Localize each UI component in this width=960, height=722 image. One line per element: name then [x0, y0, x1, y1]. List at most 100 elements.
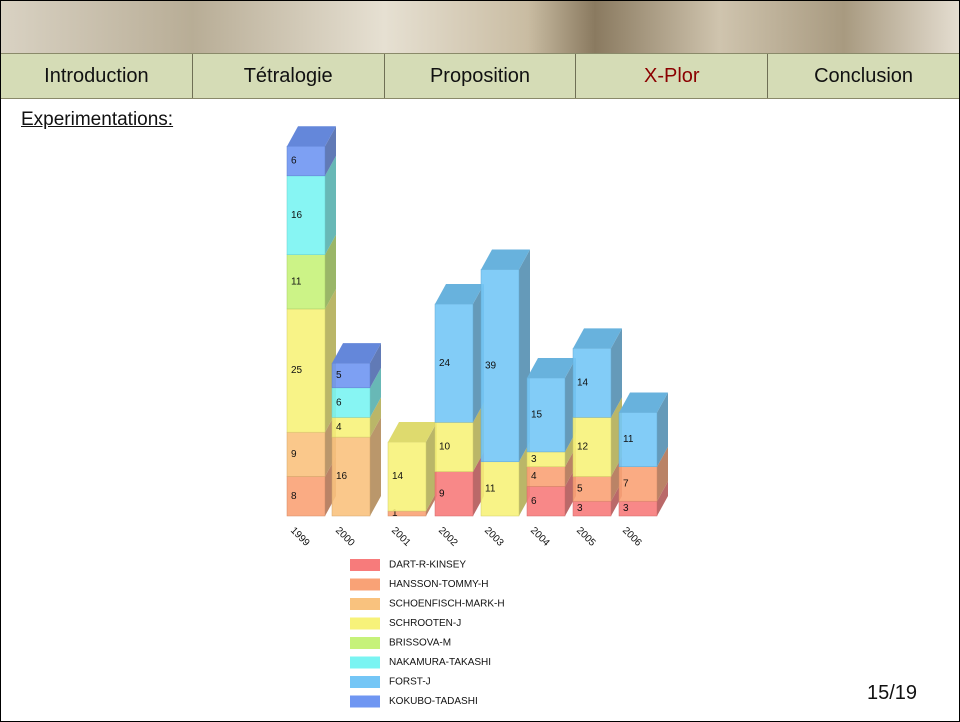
banner-image	[1, 1, 959, 53]
legend-swatch	[350, 559, 380, 571]
bar-segment	[331, 387, 371, 418]
bar-side	[657, 481, 668, 516]
bar-side	[370, 343, 381, 388]
segment-label: 3	[531, 454, 537, 465]
bar-segment	[526, 486, 566, 517]
x-tick-label: 2003	[482, 525, 506, 549]
legend-label: SCHROOTEN-J	[389, 618, 461, 629]
bar-segment	[286, 146, 326, 177]
x-tick-label: 2002	[436, 525, 460, 549]
bar-segment	[480, 269, 520, 463]
legend-label: BRISSOVA-M	[389, 638, 451, 649]
bar-top	[435, 284, 484, 305]
segment-label: 16	[336, 471, 348, 482]
legend-label: DART-R-KINSEY	[389, 560, 466, 571]
segment-label: 6	[531, 496, 537, 507]
bar-side	[657, 446, 668, 502]
bar-side	[370, 397, 381, 438]
bar-segment	[572, 476, 612, 502]
legend-label: FORST-J	[389, 677, 431, 688]
nav-tab[interactable]: X-Plor	[576, 54, 769, 98]
segment-label: 14	[577, 378, 589, 389]
bar-side	[325, 234, 336, 309]
segment-label: 39	[485, 360, 497, 371]
bar-segment	[331, 436, 371, 517]
segment-label: 15	[531, 410, 543, 421]
bar-segment	[618, 466, 658, 502]
x-tick-label: 2004	[528, 525, 552, 549]
segment-label: 3	[623, 503, 629, 514]
bar-segment	[434, 303, 474, 423]
segment-label: 6	[336, 397, 342, 408]
segment-label: 12	[577, 442, 589, 453]
bar-top	[481, 249, 530, 270]
segment-label: 24	[439, 358, 451, 369]
bar-top	[527, 357, 576, 378]
legend-swatch	[350, 676, 380, 688]
bar-side	[325, 155, 336, 255]
x-tick-label: 2005	[574, 525, 598, 549]
bar-segment	[572, 348, 612, 418]
bar-top	[619, 392, 668, 413]
segment-label: 10	[439, 442, 451, 453]
bar-side	[611, 328, 622, 418]
bar-side	[370, 417, 381, 516]
segment-label: 11	[623, 434, 634, 445]
bar-top	[332, 343, 381, 364]
segment-label: 16	[291, 210, 303, 221]
legend-swatch	[350, 695, 380, 708]
bar-segment	[286, 254, 326, 310]
bar-side	[426, 422, 437, 512]
bar-segment	[387, 441, 427, 512]
bar-top	[388, 422, 437, 443]
legend-label: HANSSON-TOMMY-H	[389, 579, 488, 590]
bar-side	[325, 126, 336, 176]
section-heading: Experimentations:	[21, 109, 174, 130]
bar-segment	[434, 422, 474, 472]
segment-label: 11	[291, 276, 302, 287]
segment-label: 14	[392, 471, 404, 482]
segment-label: 6	[291, 156, 297, 167]
bar-side	[426, 491, 437, 516]
segment-label: 11	[485, 484, 496, 495]
bar-segment	[434, 471, 474, 517]
legend-label: NAKAMURA-TAKASHI	[389, 657, 491, 668]
legend-swatch	[350, 617, 380, 630]
x-tick-label: 2000	[333, 525, 357, 549]
legend-swatch	[350, 578, 380, 591]
bar-segment	[480, 461, 520, 517]
segment-label: 8	[291, 491, 297, 502]
x-tick-label: 2001	[389, 525, 413, 549]
segment-label: 4	[531, 471, 537, 482]
page-number: 15/19	[867, 682, 918, 704]
segment-label: 1	[392, 508, 398, 519]
nav-bar: Introduction Tétralogie Proposition X-Plor C…	[1, 53, 959, 99]
segment-label: 5	[577, 484, 583, 495]
nav-tab[interactable]: Introduction	[1, 54, 193, 98]
x-tick-label: 2006	[620, 525, 644, 549]
bar-top	[573, 328, 622, 349]
bar-side	[657, 392, 668, 467]
segment-label: 4	[336, 422, 342, 433]
nav-tab[interactable]: Proposition	[385, 54, 577, 98]
segment-label: 25	[291, 365, 303, 376]
legend-label: KOKUBO-TADASHI	[389, 696, 478, 707]
segment-label: 5	[336, 370, 342, 381]
legend-swatch	[350, 598, 380, 610]
legend-swatch	[350, 637, 380, 649]
nav-tab[interactable]: Conclusion	[814, 64, 914, 87]
legend-label: SCHOENFISCH-MARK-H	[389, 599, 505, 610]
bar-segment	[526, 377, 566, 453]
bar-segment	[618, 412, 658, 467]
bar-side	[370, 367, 381, 418]
nav-tab[interactable]: Tétralogie	[193, 54, 385, 98]
bar-top	[287, 126, 336, 147]
bar-segment	[286, 308, 326, 433]
segment-label: 9	[439, 488, 445, 499]
legend-swatch	[350, 656, 380, 669]
x-tick-label: 1999	[288, 525, 312, 549]
segment-label: 3	[577, 503, 583, 514]
segment-label: 7	[623, 479, 629, 490]
